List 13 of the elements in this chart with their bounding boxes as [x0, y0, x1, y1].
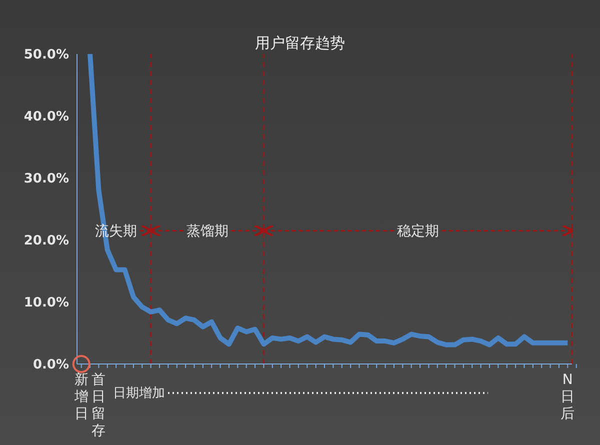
chart-title: 用户留存趋势 — [255, 34, 345, 52]
y-tick-label: 10.0% — [24, 296, 69, 311]
text: 日期增加 — [113, 386, 165, 401]
x-tick-label: 首日留存 — [92, 372, 106, 439]
y-tick-label: 30.0% — [24, 172, 69, 187]
y-tick-label: 0.0% — [32, 358, 69, 373]
y-tick-label: 40.0% — [24, 110, 69, 125]
x-tick-label: N日后 — [560, 372, 575, 422]
y-tick-label: 20.0% — [24, 234, 69, 249]
x-tick-label: 新增日 — [73, 372, 88, 422]
y-tick-label: 50.0% — [24, 48, 69, 63]
annotation: 蒸馏期 — [186, 224, 228, 240]
annotation: 稳定期 — [396, 224, 439, 240]
